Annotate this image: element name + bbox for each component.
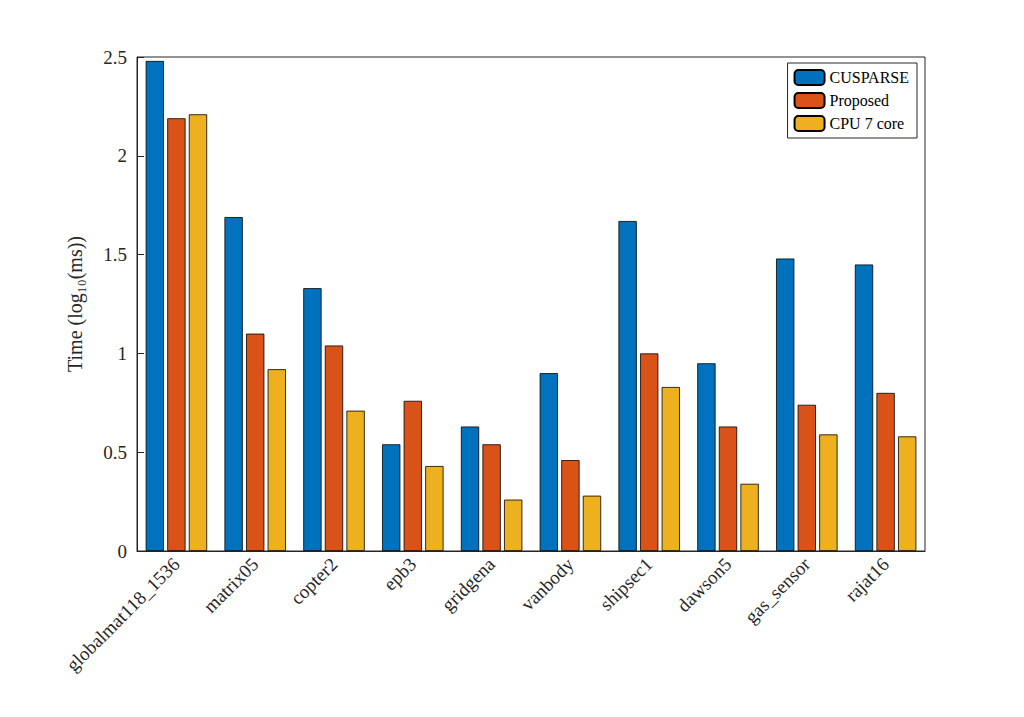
- svg-text:2.5: 2.5: [103, 47, 127, 68]
- svg-text:globalmat118_1536: globalmat118_1536: [62, 554, 184, 676]
- svg-text:shipsec1: shipsec1: [596, 554, 657, 615]
- svg-text:vanbody: vanbody: [517, 553, 578, 614]
- svg-text:dawson5: dawson5: [673, 554, 736, 617]
- svg-text:CUSPARSE: CUSPARSE: [830, 69, 909, 86]
- svg-text:gridgena: gridgena: [437, 553, 499, 615]
- svg-text:CPU 7 core: CPU 7 core: [830, 115, 905, 132]
- svg-text:Time (log₁₀(ms)): Time (log₁₀(ms)): [64, 236, 87, 372]
- svg-text:gas_sensor: gas_sensor: [740, 553, 814, 627]
- svg-text:matrix05: matrix05: [199, 554, 262, 617]
- svg-text:1: 1: [118, 343, 128, 364]
- svg-text:Proposed: Proposed: [830, 92, 890, 110]
- svg-text:rajat16: rajat16: [841, 554, 893, 606]
- svg-text:1.5: 1.5: [103, 244, 127, 265]
- svg-text:0.5: 0.5: [103, 442, 127, 463]
- svg-text:2: 2: [118, 145, 128, 166]
- svg-text:0: 0: [118, 541, 128, 562]
- svg-text:epb3: epb3: [379, 554, 420, 595]
- svg-text:copter2: copter2: [286, 554, 341, 609]
